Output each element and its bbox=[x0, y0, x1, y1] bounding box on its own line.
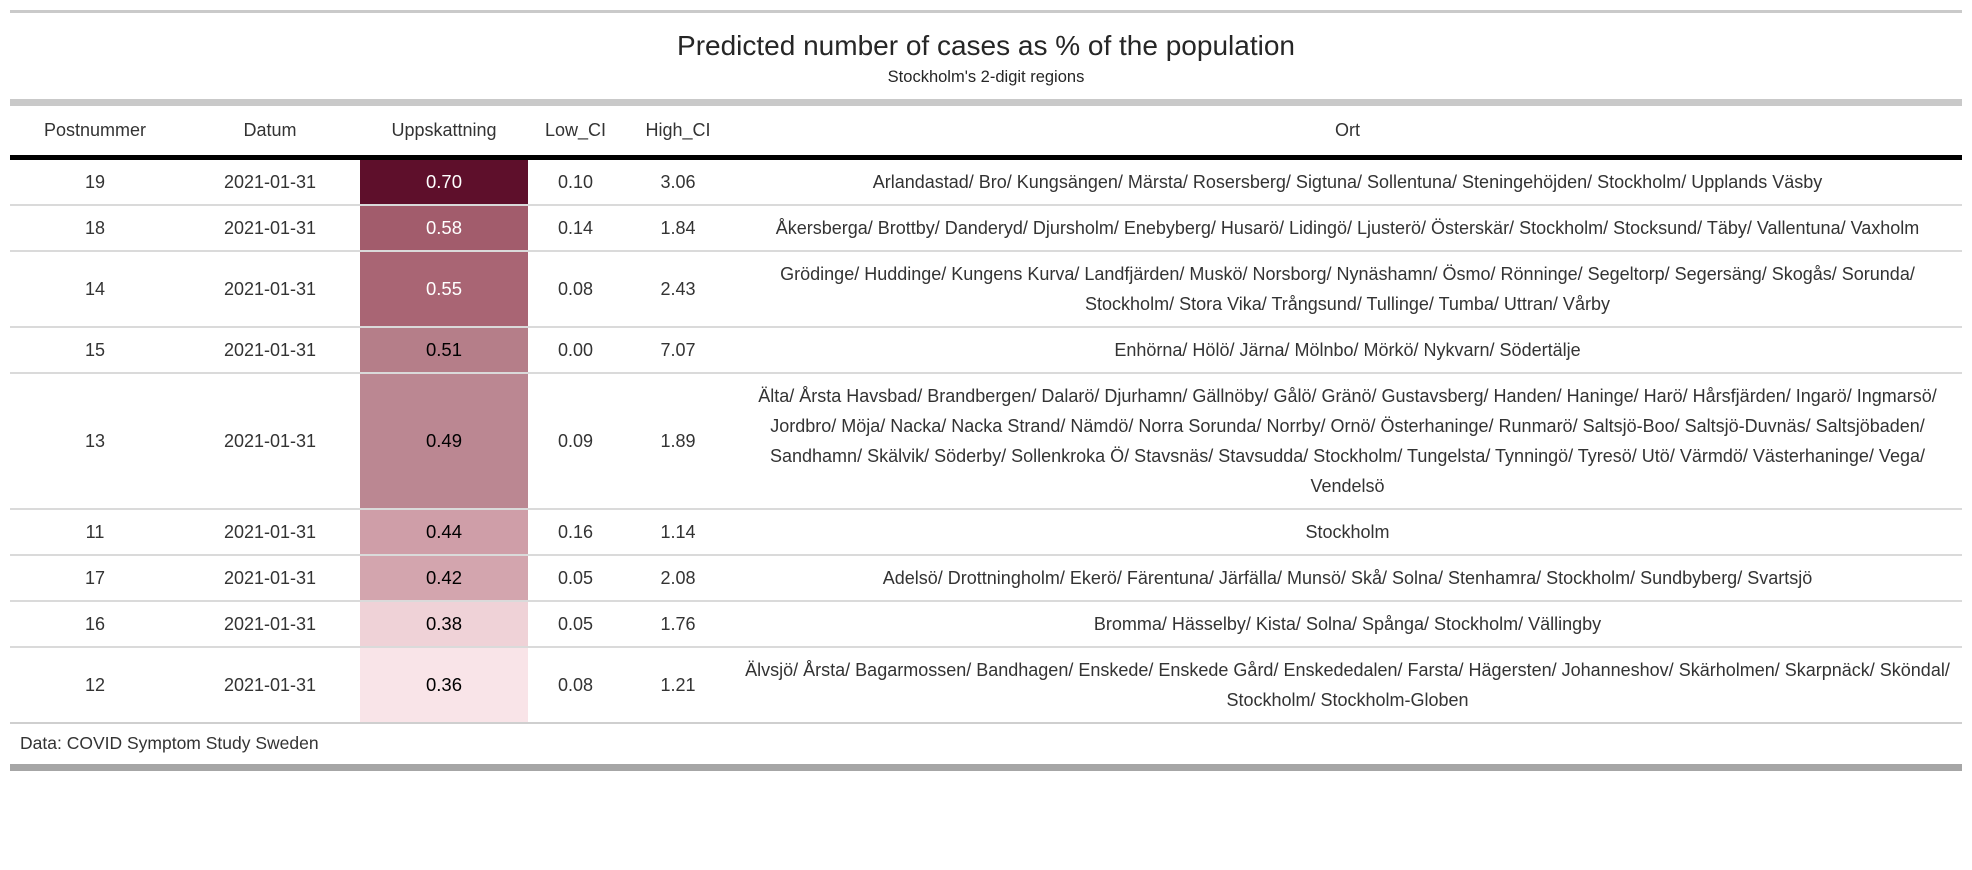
cell-high-ci: 2.43 bbox=[623, 250, 733, 327]
cell-low-ci: 0.16 bbox=[528, 508, 623, 555]
cell-high-ci: 1.14 bbox=[623, 508, 733, 555]
column-header-postnummer: Postnummer bbox=[10, 106, 180, 160]
cell-low-ci: 0.09 bbox=[528, 372, 623, 509]
cell-ort: Arlandastad/ Bro/ Kungsängen/ Märsta/ Ro… bbox=[872, 172, 1823, 192]
cell-uppskattning: 0.51 bbox=[360, 326, 528, 373]
cell-datum: 2021-01-31 bbox=[180, 508, 360, 555]
table-row: 19 2021-01-31 0.70 0.10 3.06 Arlandastad/ Bro… bbox=[10, 157, 1962, 205]
cell-datum: 2021-01-31 bbox=[180, 554, 360, 601]
cell-low-ci: 0.05 bbox=[528, 554, 623, 601]
cell-postnummer: 16 bbox=[10, 600, 180, 647]
cell-high-ci: 1.76 bbox=[623, 600, 733, 647]
cell-low-ci: 0.05 bbox=[528, 600, 623, 647]
page-subtitle: Stockholm's 2-digit regions bbox=[887, 68, 1085, 86]
cell-ort: Enhörna/ Hölö/ Järna/ Mölnbo/ Mörkö/ Nyk… bbox=[733, 326, 1962, 373]
column-header-uppskattning: Uppskattning bbox=[360, 106, 528, 160]
cell-uppskattning: 0.70 bbox=[360, 157, 528, 205]
cell-datum: 2021-01-31 bbox=[180, 600, 360, 647]
table-row: 11 2021-01-31 0.44 0.16 1.14 Stockholm bbox=[10, 508, 1962, 555]
cell-uppskattning: 0.58 bbox=[360, 204, 528, 251]
cell-datum: 2021-01-31 bbox=[180, 372, 360, 509]
cell-uppskattning: 0.49 bbox=[360, 372, 528, 509]
cell-datum: 2021-01-31 bbox=[180, 250, 360, 327]
column-header-low-ci: Low_CI bbox=[528, 106, 623, 160]
cell-high-ci: 2.08 bbox=[623, 554, 733, 601]
cell-uppskattning: 0.55 bbox=[360, 250, 528, 327]
table-body: 19 2021-01-31 0.70 0.10 3.06 Arlandastad/ Bro… bbox=[10, 157, 1962, 722]
cell-low-ci: 0.08 bbox=[528, 646, 623, 722]
cell-ort: Älvsjö/ Årsta/ Bagarmossen/ Bandhagen/ E… bbox=[733, 646, 1962, 722]
bottom-divider bbox=[10, 764, 1962, 771]
cell-ort: Bromma/ Hässelby/ Kista/ Solna/ Spånga/ … bbox=[733, 600, 1962, 647]
cell-datum: 2021-01-31 bbox=[180, 204, 360, 251]
cell-low-ci: 0.00 bbox=[528, 326, 623, 373]
header-top-divider bbox=[10, 99, 1962, 106]
title-block: Predicted number of cases as % of the po… bbox=[10, 13, 1962, 99]
cell-ort: Älta/ Årsta Havsbad/ Brandbergen/ Dalarö… bbox=[733, 372, 1962, 509]
cell-datum: 2021-01-31 bbox=[180, 646, 360, 722]
cell-high-ci: 3.06 bbox=[660, 172, 696, 192]
table-row: 12 2021-01-31 0.36 0.08 1.21 Älvsjö/ Årsta/ B… bbox=[10, 646, 1962, 722]
table-row: 13 2021-01-31 0.49 0.09 1.89 Älta/ Årsta Havs… bbox=[10, 372, 1962, 509]
cell-datum: 2021-01-31 bbox=[180, 326, 360, 373]
table-row: 16 2021-01-31 0.38 0.05 1.76 Bromma/ Hässelby… bbox=[10, 600, 1962, 647]
cell-uppskattning: 0.38 bbox=[360, 600, 528, 647]
cell-high-ci: 7.07 bbox=[623, 326, 733, 373]
cell-postnummer: 17 bbox=[10, 554, 180, 601]
page-title: Predicted number of cases as % of the po… bbox=[677, 30, 1295, 61]
cell-postnummer: 13 bbox=[10, 372, 180, 509]
cell-postnummer: 18 bbox=[10, 204, 180, 251]
data-table: Postnummer Datum Uppskattning Low_CI High_CI… bbox=[10, 106, 1962, 722]
cell-ort: Stockholm bbox=[733, 508, 1962, 555]
cell-ort: Åkersberga/ Brottby/ Danderyd/ Djursholm… bbox=[733, 204, 1962, 251]
cell-postnummer: 14 bbox=[10, 250, 180, 327]
column-header-datum: Datum bbox=[180, 106, 360, 160]
cell-uppskattning: 0.44 bbox=[360, 508, 528, 555]
source-note: Data: COVID Symptom Study Sweden bbox=[10, 722, 1962, 764]
table-row: 18 2021-01-31 0.58 0.14 1.84 Åkersberga/ Brot… bbox=[10, 204, 1962, 251]
cell-postnummer: 12 bbox=[10, 646, 180, 722]
cell-low-ci: 0.10 bbox=[557, 172, 594, 192]
cell-ort: Grödinge/ Huddinge/ Kungens Kurva/ Landf… bbox=[733, 250, 1962, 327]
cell-postnummer: 19 bbox=[84, 172, 106, 192]
cell-high-ci: 1.21 bbox=[623, 646, 733, 722]
cell-ort: Adelsö/ Drottningholm/ Ekerö/ Färentuna/… bbox=[733, 554, 1962, 601]
cell-low-ci: 0.08 bbox=[528, 250, 623, 327]
cell-high-ci: 1.89 bbox=[623, 372, 733, 509]
top-divider bbox=[10, 10, 1962, 13]
cell-low-ci: 0.14 bbox=[528, 204, 623, 251]
table-header-row: Postnummer Datum Uppskattning Low_CI High_CI… bbox=[10, 106, 1962, 160]
cell-datum: 2021-01-31 bbox=[223, 172, 317, 192]
table-row: 14 2021-01-31 0.55 0.08 2.43 Grödinge/ Huddin… bbox=[10, 250, 1962, 327]
cell-high-ci: 1.84 bbox=[623, 204, 733, 251]
table-row: 17 2021-01-31 0.42 0.05 2.08 Adelsö/ Drottnin… bbox=[10, 554, 1962, 601]
cell-postnummer: 15 bbox=[10, 326, 180, 373]
cell-uppskattning: 0.36 bbox=[360, 646, 528, 722]
table-row: 15 2021-01-31 0.51 0.00 7.07 Enhörna/ Hölö/ J… bbox=[10, 326, 1962, 373]
cell-uppskattning: 0.42 bbox=[360, 554, 528, 601]
cell-postnummer: 11 bbox=[10, 508, 180, 555]
column-header-ort: Ort bbox=[733, 106, 1962, 160]
column-header-high-ci: High_CI bbox=[623, 106, 733, 160]
table-figure: Predicted number of cases as % of the po… bbox=[10, 0, 1962, 771]
